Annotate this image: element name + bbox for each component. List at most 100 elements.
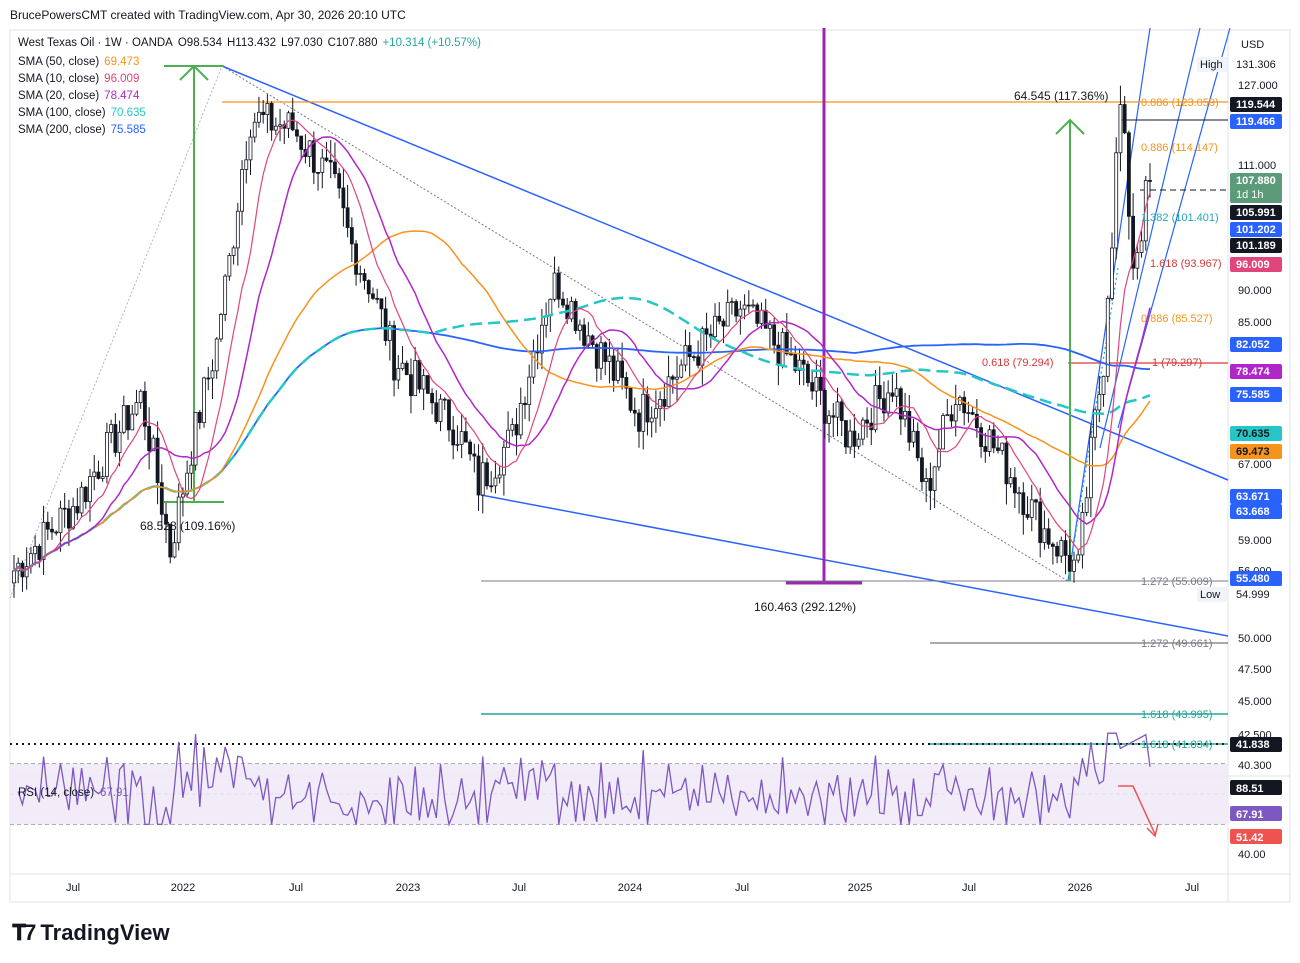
price-tag [1230,337,1282,352]
chart-frame[interactable]: 0.886 (123.059) 0.886 (114.147) 1.382 (101… [0,28,1300,906]
price-tag-text: 82.052 [1236,339,1270,351]
candle-body [66,508,71,529]
candle-body [155,437,160,484]
price-tick-label: 127.000 [1238,80,1278,92]
price-tick-label: 47.500 [1238,664,1272,676]
candle-body [556,272,561,300]
candle-body [121,405,126,433]
candle-body [615,360,620,381]
candle-body [721,320,726,327]
candle-body [176,496,181,544]
price-tick-label: 59.000 [1238,535,1272,547]
fib-label: 0.618 (79.294) [982,357,1054,369]
candle-body [991,429,996,449]
candle-body [197,411,202,423]
candle-body [966,412,971,414]
candle-body [430,392,434,404]
candle-body [438,398,443,422]
candle-body [41,521,46,560]
candle-body [105,431,109,478]
candle-body [96,471,101,479]
candle-body [831,415,836,418]
candle-body [206,377,211,380]
fib-label: 1.272 (55.009) [1141,576,1213,588]
candle-body [962,396,967,414]
price-tick-label: 45.000 [1238,696,1272,708]
candle-body [1000,442,1005,451]
price-tag [1230,205,1282,220]
price-tag [1230,238,1282,253]
candle-body [147,425,152,452]
candle-body [79,486,84,514]
price-tag-text: 78.474 [1236,366,1271,378]
candle-body [50,528,54,533]
rsi-divergence-arrowhead [1146,823,1159,838]
moving-averages [13,119,1151,572]
rsi-tag-text: 67.91 [1236,809,1264,821]
candle-body [692,356,696,359]
time-axis-label: 2024 [618,882,642,894]
candle-body [936,448,941,468]
indicator-label: SMA (100, close) [18,107,106,119]
candle-body [860,419,865,440]
candle-body [164,513,168,525]
fib-label: 1.618 (41.834) [1141,739,1213,751]
price-tag [1230,444,1282,459]
candle-body [219,314,223,340]
candle-body [645,393,650,423]
candle-body [768,324,772,329]
indicator-value: 70.635 [111,107,146,119]
price-tag [1230,489,1282,504]
indicator-legend: SMA (200, close) 75.585 [18,124,146,136]
drawings [9,28,1231,825]
candle-body [489,485,494,488]
candle-body [1131,215,1136,269]
candle-body [138,390,143,404]
candle-body [1067,554,1072,572]
candle-body [447,399,451,431]
candle-body [417,360,422,390]
measure-arrow-right-head [1055,118,1085,135]
price-tag-text: 101.202 [1236,224,1276,236]
candles [12,85,1152,598]
sma-50-line [13,230,1151,572]
price-tag-text: 54.999 [1236,589,1270,601]
price-tag [1230,387,1282,402]
fib-label: 0.886 (114.147) [1141,142,1218,154]
fib-label: 1.618 (93.967) [1150,258,1222,270]
candle-body [33,545,38,555]
sma-20-line [13,136,1151,572]
measure-annotation: 160.463 (292.12%) [754,600,856,614]
rsi-tag [1230,806,1282,821]
rsi-divergence-arrow [1118,785,1156,835]
candle-body [1008,477,1013,485]
candle-body [506,429,510,448]
time-axis-label: Jul [66,882,80,894]
candle-body [117,431,122,453]
time-axis-label: 2025 [848,882,872,894]
candle-body [877,385,882,400]
candle-body [425,375,430,394]
candle-body [637,412,641,432]
candle-body [480,462,485,496]
candle-body [409,374,413,397]
candle-body [240,169,244,212]
candle-body [949,414,954,422]
candle-body [776,344,781,366]
candle-body [1050,543,1055,547]
candle-body [806,363,810,383]
indicator-label: SMA (50, close) [18,56,99,68]
candle-body [455,443,460,446]
candle-body [746,304,751,307]
candle-body [400,362,405,369]
candle-body [468,441,472,455]
indicator-value: 75.585 [111,124,146,136]
candle-body [696,356,701,366]
candle-body [687,345,692,358]
candle-body [974,413,979,429]
candle-body [818,376,823,391]
price-chart[interactable]: 0.886 (123.059) 0.886 (114.147) 1.382 (101… [0,28,1300,906]
candle-body [1021,492,1026,515]
candle-body [71,506,76,529]
candle-body [227,255,232,277]
